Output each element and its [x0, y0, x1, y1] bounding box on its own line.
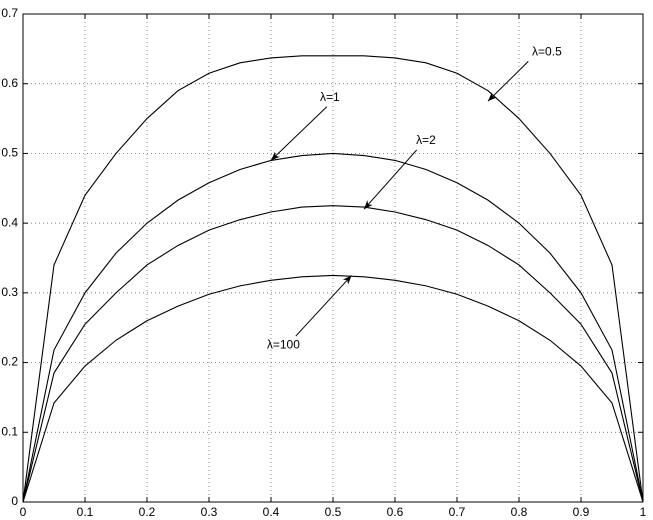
- annotation-label: λ=1: [320, 90, 340, 104]
- series-line: [22, 274, 644, 503]
- series-line: [22, 205, 644, 503]
- annotation-arrow: [363, 149, 418, 210]
- series-line: [22, 55, 644, 503]
- annotation-label: λ=2: [416, 133, 436, 147]
- x-tick-label: 0: [20, 505, 27, 519]
- x-tick-label: 0.8: [511, 505, 528, 519]
- x-tick-label: 0.5: [325, 505, 342, 519]
- x-tick-label: 0.3: [201, 505, 218, 519]
- plot-frame: [22, 13, 644, 503]
- x-tick-label: 0.7: [449, 505, 466, 519]
- x-tick-label: 1: [640, 505, 647, 519]
- y-tick-label: 0: [11, 494, 18, 508]
- annotation-arrow: [270, 106, 328, 161]
- x-tick-label: 0.4: [263, 505, 280, 519]
- x-tick-label: 0.2: [139, 505, 156, 519]
- y-tick-label: 0.3: [1, 285, 18, 299]
- x-tick-label: 0.9: [573, 505, 590, 519]
- x-tick-label: 0.6: [387, 505, 404, 519]
- y-tick-label: 0.4: [1, 215, 18, 229]
- y-tick-label: 0.5: [1, 146, 18, 160]
- y-tick-label: 0.2: [1, 355, 18, 369]
- y-tick-label: 0.7: [1, 6, 18, 20]
- y-tick-label: 0.6: [1, 76, 18, 90]
- series-line: [22, 152, 644, 503]
- x-tick-label: 0.1: [77, 505, 94, 519]
- annotation-arrow: [487, 61, 529, 102]
- annotation-label: λ=0.5: [532, 45, 562, 59]
- annotation-label: λ=100: [267, 337, 300, 351]
- annotation-arrow: [295, 275, 352, 337]
- y-tick-label: 0.1: [1, 424, 18, 438]
